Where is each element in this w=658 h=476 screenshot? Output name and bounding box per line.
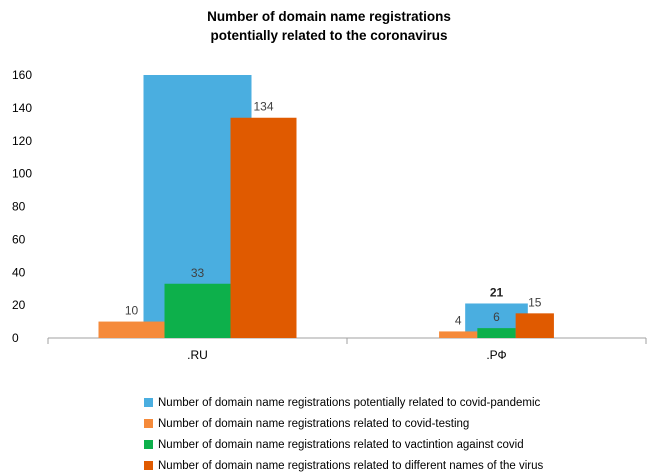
y-tick-label: 100	[12, 167, 32, 181]
legend-label: Number of domain name registrations rela…	[158, 417, 470, 430]
chart-title-line-2: potentially related to the coronavirus	[210, 28, 448, 43]
data-label: 4	[455, 313, 462, 327]
data-label: 33	[191, 266, 205, 280]
data-label: 21	[490, 285, 504, 299]
legend-label: Number of domain name registrations rela…	[158, 438, 524, 451]
y-tick-label: 160	[12, 68, 32, 82]
chart-title-line-1: Number of domain name registrations	[207, 9, 451, 24]
legend: Number of domain name registrations pote…	[144, 392, 543, 476]
legend-swatch	[144, 440, 153, 449]
legend-label: Number of domain name registrations pote…	[158, 396, 541, 409]
y-tick-label: 0	[12, 331, 19, 345]
legend-swatch	[144, 461, 153, 470]
bars	[98, 75, 554, 338]
y-axis: 0 20 40 60 80 100 120 140 160	[12, 68, 32, 345]
bar-series-2-cat-2	[439, 331, 478, 338]
x-category-label: .RU	[187, 348, 208, 362]
y-tick-label: 140	[12, 101, 32, 115]
data-label: 15	[528, 295, 542, 309]
y-tick-label: 60	[12, 232, 26, 246]
chart-title: Number of domain name registrations pote…	[0, 7, 658, 45]
data-label: 6	[493, 310, 500, 324]
bar-chart: 0 20 40 60 80 100 120 140 160 .RU .РФ 10 33 134 21 4 6…	[12, 68, 647, 362]
legend-label: Number of domain name registrations rela…	[158, 459, 544, 472]
data-label: 134	[253, 100, 273, 114]
y-tick-label: 80	[12, 200, 26, 214]
y-tick-label: 20	[12, 298, 26, 312]
bar-series-4-cat-1	[230, 117, 297, 338]
legend-item: Number of domain name registrations rela…	[144, 413, 543, 434]
x-axis: .RU .РФ	[47, 337, 647, 362]
legend-swatch	[144, 398, 153, 407]
y-tick-label: 40	[12, 265, 26, 279]
legend-item: Number of domain name registrations rela…	[144, 455, 543, 476]
x-category-label: .РФ	[486, 348, 506, 362]
data-label: 10	[125, 304, 139, 318]
bar-series-2-cat-1	[98, 321, 165, 338]
bar-series-4-cat-2	[515, 313, 554, 338]
legend-swatch	[144, 419, 153, 428]
y-tick-label: 120	[12, 134, 32, 148]
legend-item: Number of domain name registrations rela…	[144, 434, 543, 455]
legend-item: Number of domain name registrations pote…	[144, 392, 543, 413]
bar-series-3-cat-1	[164, 283, 231, 338]
data-labels: 10 33 134 21 4 6 15	[125, 100, 542, 328]
bar-series-3-cat-2	[477, 328, 516, 338]
